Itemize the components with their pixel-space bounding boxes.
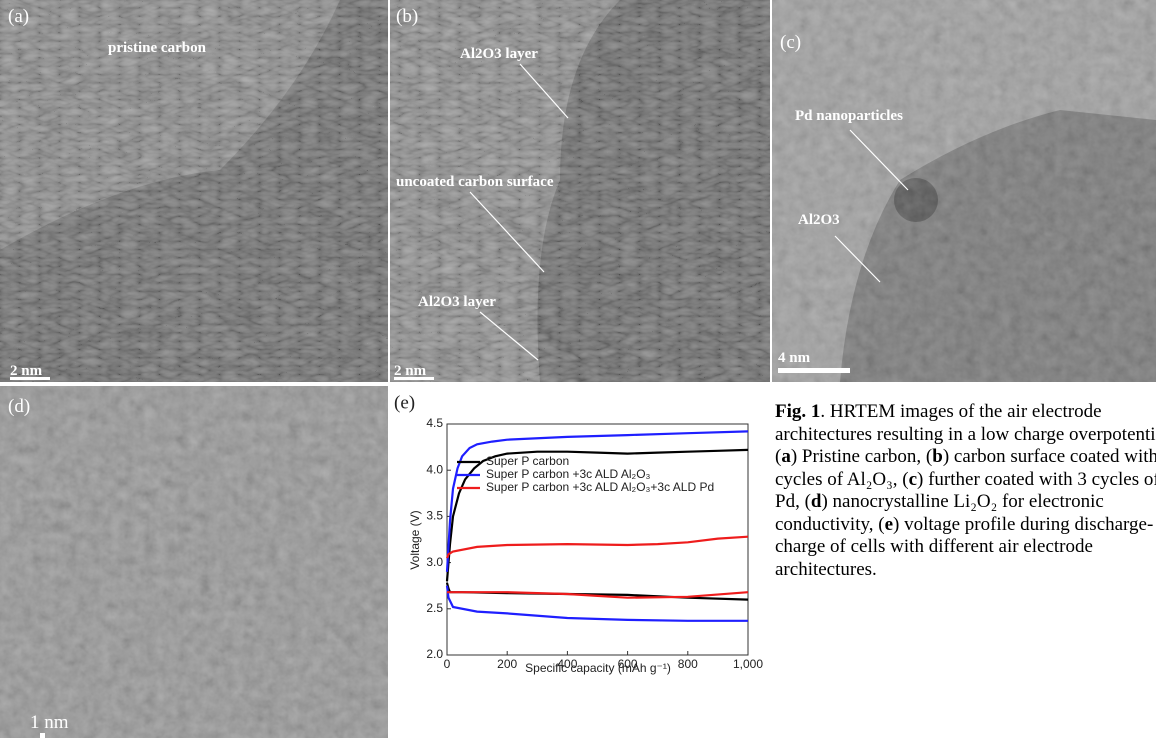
texture: [772, 0, 1156, 382]
x-axis-label: Specific capacity (mAh g⁻¹): [525, 661, 671, 675]
x-tick-label: 400: [557, 657, 577, 671]
x-tick-label: 1,000: [733, 657, 763, 671]
legend-label: Super P carbon +3c ALD Al₂O₃+3c ALD Pd: [486, 480, 714, 494]
caption-text: Fig. 1. HRTEM images of the air electrod…: [775, 401, 1156, 581]
y-tick-label: 3.5: [426, 509, 443, 523]
caption-run: c: [908, 468, 917, 490]
caption-run: ) further coated with 3 cycles of Pd, (: [775, 468, 1156, 513]
caption-run: d: [810, 491, 822, 512]
caption-run: Fig. 1: [775, 401, 821, 422]
texture: [390, 0, 770, 382]
panel-label: (b): [396, 6, 418, 27]
y-tick-label: 2.0: [426, 647, 443, 661]
chart-bg: [390, 386, 770, 738]
scale-bar: [394, 377, 434, 380]
annotation: Al2O3 layer: [418, 294, 496, 310]
scale-bar: [10, 377, 50, 380]
panel-a: (a) pristine carbon 2 nm: [0, 0, 388, 382]
panel-b: (b) Al2O3 layer uncoated carbon surface …: [390, 0, 770, 382]
caption-run: . HRTEM images of the air electrode arch…: [775, 401, 1156, 467]
plot-frame: [446, 423, 749, 656]
annotation: pristine carbon: [108, 40, 207, 56]
x-tick-label: 600: [618, 657, 638, 671]
scale-label: 2 nm: [10, 363, 43, 379]
scale-label: 1 nm: [30, 712, 69, 733]
panel-label: (c): [780, 32, 801, 53]
annotation: Al2O3 layer: [460, 46, 538, 62]
panel-label: (e): [394, 392, 415, 413]
annotation: Pd nanoparticles: [795, 108, 903, 124]
arrow: [519, 63, 569, 119]
panel-d: (d) 1 nm: [0, 386, 388, 738]
caption-run: b: [932, 446, 943, 467]
texture: [0, 386, 388, 738]
scale-label: 4 nm: [778, 350, 811, 366]
caption-run: ) voltage profile during discharge-charg…: [775, 513, 1154, 580]
arrow: [479, 311, 539, 361]
texture: [0, 0, 388, 382]
y-tick-label: 4.0: [426, 462, 443, 476]
caption-run: ) Pristine carbon, (: [790, 446, 933, 467]
scale-label: 2 nm: [394, 363, 427, 379]
caption-run: ) nanocrystalline Li₂O₂ for electronic c…: [775, 491, 1104, 535]
x-tick-label: 0: [444, 657, 451, 671]
annotation: Al2O3: [798, 212, 840, 228]
caption-run: e: [884, 513, 894, 535]
series-line: [445, 535, 749, 599]
y-tick-label: 2.5: [426, 601, 443, 615]
annotation: uncoated carbon surface: [396, 174, 554, 190]
panel-label: (a): [8, 6, 29, 27]
arrow: [834, 235, 881, 283]
panel-label: (d): [8, 396, 30, 417]
y-axis-label: Voltage (V): [408, 510, 422, 569]
scale-bar: [40, 733, 45, 738]
series-line: [445, 430, 749, 622]
panel-e: (e) Specific capacity (mAh g⁻¹) Voltage …: [390, 386, 770, 738]
x-tick-label: 200: [497, 657, 517, 671]
scale-bar: [778, 368, 850, 373]
x-tick-label: 800: [678, 657, 698, 671]
arrow: [849, 129, 909, 191]
panel-c: (c) Pd nanoparticles Al2O3 4 nm: [772, 0, 1156, 382]
y-tick-label: 3.0: [426, 555, 443, 569]
caption-run: ) carbon surface coated with 3 cycles of…: [775, 446, 1156, 490]
arrow: [469, 191, 545, 273]
caption-run: a: [781, 446, 791, 467]
legend-label: Super P carbon +3c ALD Al₂O₃: [486, 467, 651, 481]
legend-label: Super P carbon: [486, 454, 569, 468]
y-tick-label: 4.5: [426, 416, 443, 430]
caption: Fig. 1. HRTEM images of the air electrod…: [775, 401, 1156, 731]
